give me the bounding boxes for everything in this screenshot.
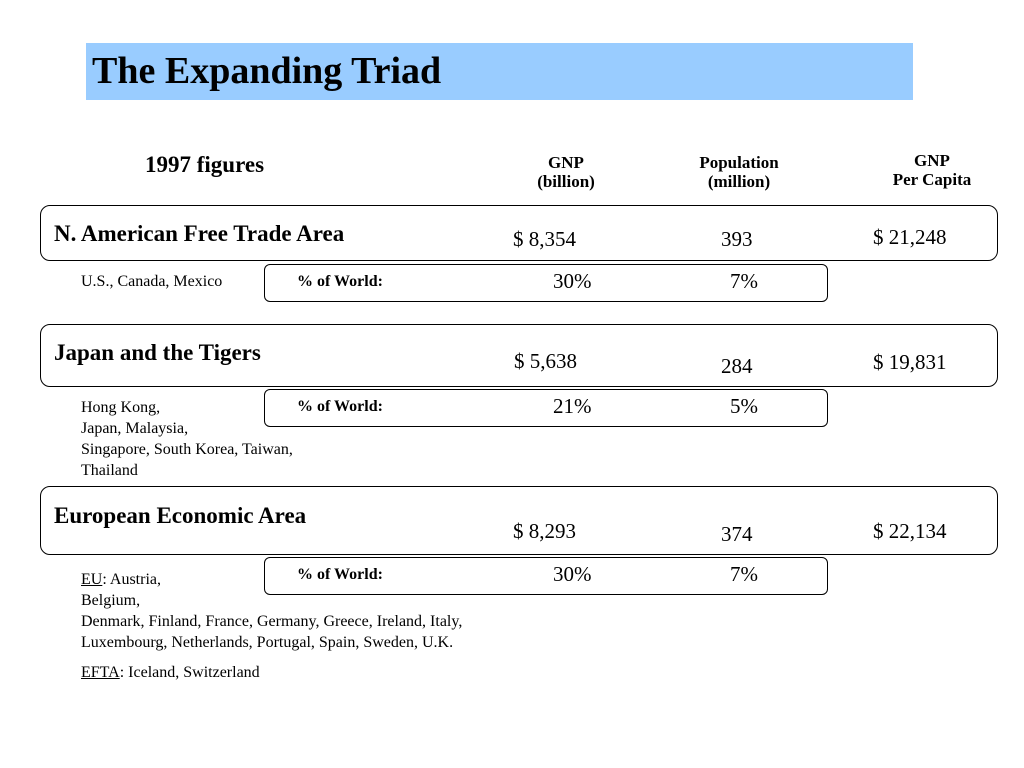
column-header-gnp-line2: (billion) (537, 172, 595, 191)
column-header-per-capita: GNP Per Capita (872, 151, 992, 189)
world-gnp-share: 30% (553, 562, 592, 586)
efta-label: EFTA (81, 664, 120, 681)
member-text: : Austria, (102, 571, 161, 588)
column-header-population-line1: Population (699, 153, 779, 172)
world-gnp-share: 30% (553, 269, 592, 293)
member-line: Hong Kong, (81, 399, 161, 416)
column-header-gnp-line1: GNP (548, 153, 584, 172)
column-header-per-capita-line2: Per Capita (892, 170, 972, 189)
efta-line: EFTA: Iceland, Switzerland (81, 662, 462, 683)
region-name: Japan and the Tigers (54, 340, 261, 365)
title-bar (86, 43, 913, 100)
world-share-label: % of World: (297, 398, 383, 415)
population-value: 284 (721, 354, 753, 378)
column-header-per-capita-line1: GNP (914, 151, 950, 170)
world-share-japan-tigers: % of World: 21% 5% (264, 389, 828, 427)
world-gnp-share: 21% (553, 394, 592, 418)
world-share-eea: % of World: 30% 7% (264, 557, 828, 595)
member-text: : Iceland, Switzerland (119, 664, 260, 681)
region-row-japan-tigers: Japan and the Tigers $ 5,638 284 $ 19,83… (40, 324, 998, 387)
gnp-value: $ 8,293 (513, 519, 576, 543)
region-name: European Economic Area (54, 503, 307, 528)
eu-label: EU (81, 571, 103, 588)
per-capita-value: $ 19,831 (873, 350, 947, 374)
member-line: Thailand (81, 462, 138, 479)
world-share-label: % of World: (297, 566, 383, 583)
region-name: N. American Free Trade Area (54, 221, 345, 246)
japan-tigers-members: Hong Kong, Japan, Malaysia, Singapore, S… (81, 397, 293, 481)
member-line: Japan, Malaysia, (81, 420, 189, 437)
region-row-nafta: N. American Free Trade Area $ 8,354 393 … (40, 205, 998, 261)
column-header-population: Population (million) (679, 153, 799, 191)
population-value: 374 (721, 522, 753, 546)
world-share-nafta: % of World: 30% 7% (264, 264, 828, 302)
world-population-share: 7% (730, 562, 758, 586)
world-population-share: 5% (730, 394, 758, 418)
column-header-gnp: GNP (billion) (516, 153, 616, 191)
eu-line: EU: Austria, (81, 569, 462, 590)
member-line: Luxembourg, Netherlands, Portugal, Spain… (81, 634, 454, 651)
world-population-share: 7% (730, 269, 758, 293)
column-header-population-line2: (million) (707, 172, 771, 191)
per-capita-value: $ 21,248 (873, 225, 947, 249)
gnp-value: $ 8,354 (513, 227, 576, 251)
year-label: 1997 figures (145, 152, 265, 177)
gnp-value: $ 5,638 (514, 349, 577, 373)
nafta-members: U.S., Canada, Mexico (81, 273, 223, 290)
region-row-eea: European Economic Area $ 8,293 374 $ 22,… (40, 486, 998, 555)
member-line: Singapore, South Korea, Taiwan, (81, 441, 293, 458)
world-share-label: % of World: (297, 273, 383, 290)
member-line: Denmark, Finland, France, Germany, Greec… (81, 613, 463, 630)
per-capita-value: $ 22,134 (873, 519, 947, 543)
slide-title: The Expanding Triad (92, 50, 442, 92)
population-value: 393 (721, 227, 753, 251)
member-line: Belgium, (81, 592, 141, 609)
eea-members: EU: Austria, Belgium, Denmark, Finland, … (81, 569, 462, 683)
